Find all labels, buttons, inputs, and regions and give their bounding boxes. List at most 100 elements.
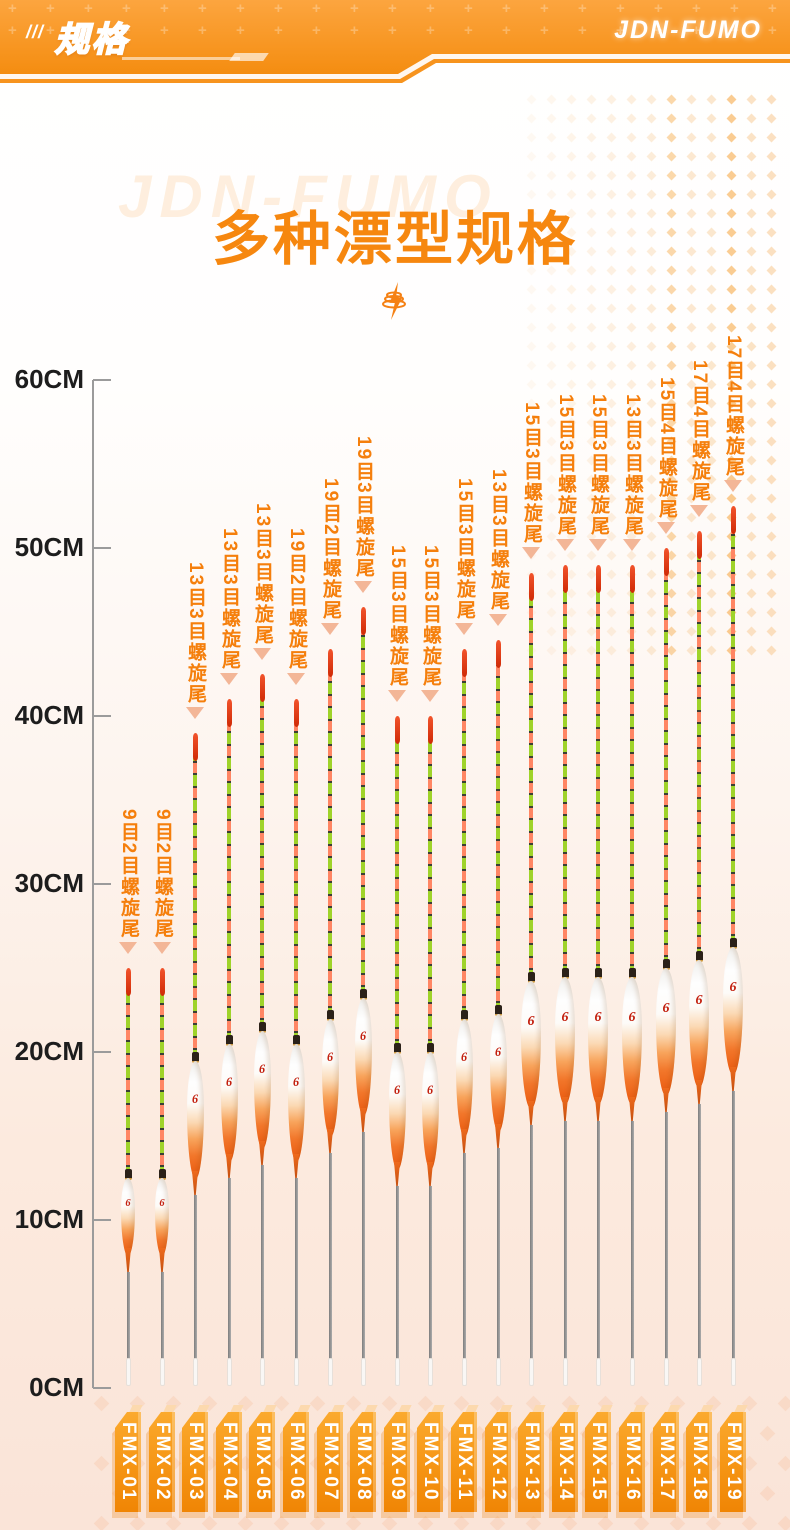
float-antenna bbox=[160, 992, 164, 1178]
model-badge-FMX-12: FMX-12 bbox=[485, 1412, 511, 1512]
model-badge-tab bbox=[734, 1405, 748, 1412]
spec-label-FMX-06: 19目2目螺旋尾 bbox=[286, 528, 307, 671]
diamond-dot bbox=[726, 113, 737, 124]
model-badge-tab bbox=[532, 1405, 546, 1412]
float-body: 6 bbox=[555, 977, 575, 1105]
float-body: 6 bbox=[186, 1061, 204, 1179]
model-badge-FMX-14: FMX-14 bbox=[552, 1412, 578, 1512]
float-stem-end bbox=[461, 1358, 467, 1386]
diamond-dot bbox=[646, 607, 657, 618]
diamond-dot bbox=[606, 151, 617, 162]
diamond-dot bbox=[759, 1425, 776, 1442]
model-badge-label: FMX-14 bbox=[555, 1422, 576, 1502]
plus-pattern-glyph: + bbox=[426, 0, 435, 17]
axis-tick bbox=[93, 883, 111, 885]
diamond-dot bbox=[586, 569, 597, 580]
diamond-dot bbox=[566, 151, 577, 162]
diamond-dot bbox=[766, 455, 777, 466]
header-underline bbox=[122, 57, 240, 60]
spiral-tail-icon bbox=[382, 282, 406, 320]
float-body-taper bbox=[663, 1088, 669, 1114]
diamond-dot bbox=[566, 303, 577, 314]
plus-pattern-glyph: + bbox=[540, 22, 549, 39]
diamond-dot bbox=[766, 151, 777, 162]
float-stem bbox=[160, 1272, 164, 1360]
model-badge-tab bbox=[364, 1405, 378, 1412]
model-badge-tab bbox=[297, 1405, 311, 1412]
plus-pattern-glyph: + bbox=[46, 22, 55, 39]
diamond-dot bbox=[526, 284, 537, 295]
diamond-dot bbox=[777, 1455, 790, 1472]
diamond-dot bbox=[686, 170, 697, 181]
diamond-dot bbox=[566, 341, 577, 352]
float-antenna bbox=[563, 589, 567, 977]
float-body: 6 bbox=[521, 981, 541, 1109]
float-antenna bbox=[227, 723, 231, 1044]
diamond-dot bbox=[766, 360, 777, 371]
diamond-dot bbox=[706, 94, 717, 105]
diamond-dot bbox=[746, 550, 757, 561]
plus-pattern-glyph: + bbox=[312, 22, 321, 39]
diamond-dot bbox=[746, 379, 757, 390]
diamond-dot bbox=[746, 94, 757, 105]
diamond-dot bbox=[646, 360, 657, 371]
diamond-dot bbox=[666, 284, 677, 295]
float-body-mark: 6 bbox=[695, 993, 703, 1009]
diamond-dot bbox=[686, 94, 697, 105]
axis-tick bbox=[93, 715, 111, 717]
diamond-dot bbox=[746, 170, 757, 181]
float-body-taper bbox=[696, 1080, 702, 1106]
float-body-mark: 6 bbox=[159, 1198, 165, 1210]
diamond-dot bbox=[766, 113, 777, 124]
model-badge-label: FMX-13 bbox=[521, 1422, 542, 1502]
diamond-dot bbox=[666, 645, 677, 656]
diamond-dot bbox=[586, 626, 597, 637]
float-body: 6 bbox=[388, 1052, 406, 1170]
float-body-taper bbox=[259, 1141, 265, 1167]
diamond-dot bbox=[526, 151, 537, 162]
diamond-dot bbox=[606, 94, 617, 105]
diamond-dot bbox=[646, 569, 657, 580]
diamond-dot bbox=[766, 645, 777, 656]
float-body: 6 bbox=[253, 1031, 271, 1149]
spec-label-arrow-icon bbox=[657, 522, 675, 534]
diamond-dot bbox=[626, 132, 637, 143]
float-body: 6 bbox=[689, 960, 709, 1088]
model-badge-label: FMX-03 bbox=[185, 1422, 206, 1502]
diamond-dot bbox=[586, 607, 597, 618]
plus-pattern-glyph: + bbox=[8, 0, 17, 17]
diamond-dot bbox=[546, 94, 557, 105]
axis-tick-label-40CM: 40CM bbox=[14, 700, 84, 730]
float-tip bbox=[663, 548, 669, 576]
float-body-taper bbox=[528, 1101, 534, 1127]
diamond-dot bbox=[726, 94, 737, 105]
diamond-dot bbox=[746, 436, 757, 447]
float-stem bbox=[596, 1121, 600, 1360]
float-stem bbox=[529, 1125, 533, 1360]
diamond-dot bbox=[746, 607, 757, 618]
float-body-mark: 6 bbox=[460, 1049, 468, 1064]
float-body-mark: 6 bbox=[258, 1061, 266, 1076]
spec-label-FMX-15: 15目3目螺旋尾 bbox=[588, 394, 609, 537]
diamond-dot bbox=[566, 645, 577, 656]
diamond-dot bbox=[706, 132, 717, 143]
float-stem-end bbox=[663, 1358, 669, 1386]
diamond-dot bbox=[526, 341, 537, 352]
plus-pattern-glyph: + bbox=[578, 0, 587, 17]
diamond-dot bbox=[606, 626, 617, 637]
diamond-dot bbox=[526, 360, 537, 371]
spec-label-arrow-icon bbox=[455, 623, 473, 635]
plus-pattern-glyph: + bbox=[236, 0, 245, 17]
diamond-dot bbox=[666, 132, 677, 143]
model-badge-tab bbox=[431, 1405, 445, 1412]
diamond-dot bbox=[766, 607, 777, 618]
diamond-dot bbox=[526, 379, 537, 390]
diamond-dot bbox=[706, 113, 717, 124]
spec-label-FMX-04: 13目3目螺旋尾 bbox=[219, 528, 240, 671]
diamond-dot bbox=[586, 284, 597, 295]
spec-label-FMX-19: 17目4目螺旋尾 bbox=[723, 335, 744, 478]
float-body-taper bbox=[226, 1154, 232, 1180]
diamond-dot bbox=[706, 170, 717, 181]
float-stem bbox=[294, 1178, 298, 1360]
diamond-dot bbox=[766, 94, 777, 105]
